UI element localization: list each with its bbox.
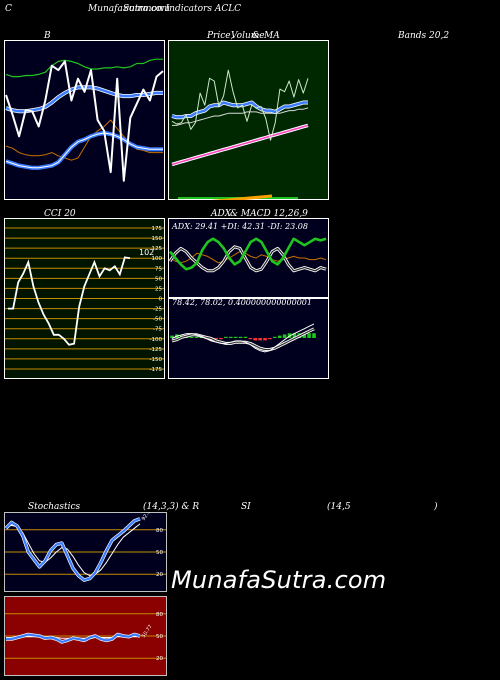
tick-label: 80 [156,612,163,618]
panel-frame [168,40,329,200]
histogram-bar [189,336,194,338]
bands-title-left: B [44,31,51,41]
tick-label: 150 [152,236,163,242]
adx-chart: ADX: 29.41 +DI: 42.31 -DI: 23.08 [168,218,329,298]
tick-label: 80 [156,528,163,534]
histogram-bar [307,333,311,338]
macd-label: 78.42, 78.02, 0.400000000000001 [172,298,312,307]
price-line [171,69,309,141]
tick-label: 175 [152,226,163,232]
bollinger-bands-chart [4,40,165,200]
stoch-d-line [5,523,141,577]
ma-short-line [171,101,308,119]
volume-bar [210,194,273,200]
tick-label: -150 [150,357,163,363]
histogram-bar [233,336,238,338]
adx-macd-title-a: ADX [211,209,232,219]
watermark: MunafaSutra.com [171,566,387,594]
volume-line [5,119,163,161]
panel-frame [168,298,329,379]
middle-band-line [5,86,163,113]
price-title-d: MA [264,31,280,41]
histogram-bar [219,338,223,340]
tick-label: -25 [153,307,162,313]
value-label: 92.56 [141,512,154,522]
price-line [5,60,164,182]
tick-label: -125 [150,347,163,353]
histogram-bar [268,338,272,340]
histogram-bar [224,336,228,338]
histogram-bar [282,334,287,338]
stoch-title-b: (14,3,3) & R [143,502,200,512]
histogram-bar [292,333,297,338]
tick-label: 20 [156,656,163,662]
histogram-bar [258,338,262,341]
tick-label: 125 [152,246,163,252]
histogram-bar [248,338,253,340]
cci-latest-label: 102 [139,248,154,257]
panel-frame [4,40,165,200]
histogram-bar [302,333,307,338]
histogram-bar [170,335,174,338]
stoch-k-line [5,517,141,582]
ma-mid-line [172,107,309,126]
tick-label: -175 [150,367,163,373]
histogram-bar [273,336,277,338]
price-title-b: Volume [231,31,265,41]
tick-label: -100 [150,337,163,343]
adx-line [169,251,327,264]
price-title-a: Price, [207,31,234,41]
histogram-bar [228,336,233,338]
adx-label: ADX: 29.41 +DI: 42.31 -DI: 23.08 [171,222,308,231]
tick-label: 100 [152,256,163,262]
tick-label: 0 [159,297,163,303]
histogram-bar [194,336,199,338]
tick-label: 75 [155,266,162,272]
ma-long-line [171,124,309,166]
price-title-c: & [252,31,261,41]
histogram-bar [277,335,282,338]
lower-band-line [5,132,163,169]
histogram-bar [243,336,248,338]
macd-line [171,323,315,353]
cci-chart: 175 150 125 100 75 50 25 0 -25 -50 -75 -100 -125 -150… [4,218,165,379]
stochastics-chart: 80 50 20 92.56 [4,512,167,592]
tick-label: 50 [156,634,163,640]
macd-chart: 78.42, 78.02, 0.400000000000001 [168,298,329,379]
histogram-bar [312,333,316,338]
bands-title-right: Bands 20,2 [398,31,450,41]
cci-title: CCI 20 [44,209,76,219]
histogram-bar [214,338,218,340]
tick-label: -75 [153,327,162,333]
header-subtitle: common Indicators ACLC [124,4,242,14]
stoch-title-e: ) [434,502,438,512]
tick-label: 50 [156,550,163,556]
tick-label: -50 [153,317,162,323]
stoch-title-d: (14,5 [327,502,351,512]
histogram-bar [253,338,258,341]
histogram-bar [238,336,243,338]
stoch-title-c: SI [241,502,251,512]
tick-label: 50 [155,276,162,282]
upper-band-line [5,58,163,78]
adx-macd-title-b: & MACD 12,26,9 [230,209,308,219]
plus-di-line [169,237,327,271]
cci-line [8,256,131,346]
price-volume-ma-chart [168,40,329,200]
header-left: C [5,4,12,14]
header-title: MunafaSutra.com [88,4,170,14]
histogram-bar [263,338,267,341]
tick-label: 25 [155,286,162,292]
rsi-line [6,633,141,644]
stoch-title-a: Stochastics [28,502,81,512]
tick-label: 20 [156,572,163,578]
